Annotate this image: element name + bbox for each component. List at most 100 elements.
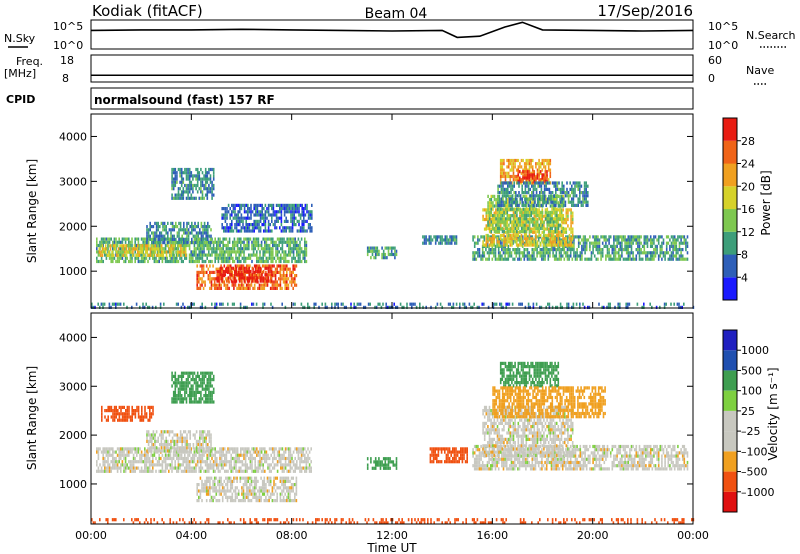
heatmap-cell [616,238,618,242]
heatmap-cell [176,469,178,473]
heatmap-cell [245,276,247,280]
heatmap-cell [247,267,250,271]
heatmap-cell [622,248,625,252]
heatmap-cell [117,253,120,257]
heatmap-cell [555,243,558,247]
heatmap-cell [496,230,499,234]
heatmap-cell [253,223,255,227]
heatmap-cell [209,167,212,172]
heatmap-cell [551,194,553,198]
heatmap-cell [240,226,243,230]
heatmap-cell [145,453,148,457]
heatmap-cell [509,174,512,179]
heatmap-cell [238,279,241,283]
heatmap-cell [646,251,649,255]
heatmap-cell [259,279,262,283]
heatmap-cell [123,259,125,264]
heatmap-cell [239,286,242,290]
heatmap-cell [510,200,512,204]
heatmap-cell [174,460,176,464]
heatmap-cell [503,227,505,231]
heatmap-cell [159,225,161,229]
heatmap-cell [128,450,130,454]
heatmap-cell [563,248,566,252]
heatmap-cell [286,274,288,278]
heatmap-cell [544,214,547,218]
heatmap-cell [523,251,526,255]
heatmap-cell [272,203,275,207]
heatmap-cell [236,256,239,260]
heatmap-cell [143,305,146,309]
heatmap-cell [233,274,235,278]
heatmap-cell [534,200,536,204]
heatmap-cell [619,305,621,309]
heatmap-cell [232,216,235,220]
heatmap-cell [198,177,201,181]
heatmap-cell [534,181,536,185]
heatmap-cell [617,241,620,245]
heatmap-cell [97,253,100,257]
heatmap-cell [275,226,278,230]
heatmap-cell [196,167,199,172]
heatmap-cell [608,238,610,242]
heatmap-cell [221,266,223,270]
heatmap-cell [500,187,503,191]
heatmap-cell [507,244,510,248]
heatmap-cell [304,243,306,248]
heatmap-cell [201,264,203,268]
heatmap-cell [144,463,146,467]
heatmap-cell [227,210,230,214]
heatmap-cell [107,243,109,248]
heatmap-cell [543,187,546,191]
heatmap-cell [194,221,196,225]
power-panel-frame [90,113,694,309]
heatmap-cell [200,180,202,184]
heatmap-cell [115,253,117,257]
heatmap-cell [145,256,148,260]
heatmap-cell [256,219,259,223]
heatmap-cell [511,187,514,191]
heatmap-cell [231,283,234,287]
heatmap-cell [505,187,507,191]
heatmap-cell [562,233,564,238]
heatmap-cell [683,257,686,261]
heatmap-cell [142,240,144,244]
heatmap-cell [243,216,246,220]
heatmap-cell [554,217,557,221]
heatmap-cell [218,267,221,271]
heatmap-cell [543,158,545,163]
heatmap-cell [217,240,220,244]
heatmap-cell [114,247,117,251]
heatmap-cell [204,187,207,191]
heatmap-cell [216,243,218,248]
heatmap-cell [268,243,271,248]
heatmap-cell [434,235,437,239]
heatmap-cell [553,181,555,185]
heatmap-cell [299,243,301,248]
heatmap-cell [258,286,261,290]
heatmap-cell [533,230,536,234]
heatmap-cell [184,237,187,241]
heatmap-cell [146,225,148,229]
heatmap-cell [283,226,286,230]
heatmap-cell [546,173,548,177]
heatmap-cell [273,270,275,274]
heatmap-cell [208,250,210,254]
heatmap-cell [566,235,569,239]
heatmap-cell [129,256,132,260]
heatmap-cell [562,221,564,225]
heatmap-cell [498,243,500,247]
heatmap-cell [248,243,250,248]
heatmap-cell [226,264,229,268]
heatmap-cell [240,237,242,241]
heatmap-cell [152,469,154,473]
heatmap-cell [667,235,670,239]
heatmap-cell [520,158,523,163]
heatmap-cell [219,269,222,274]
heatmap-cell [149,234,151,238]
heatmap-cell [184,256,186,260]
heatmap-cell [219,276,222,280]
heatmap-cell [126,305,128,309]
heatmap-cell [531,251,534,255]
heatmap-cell [217,247,220,251]
